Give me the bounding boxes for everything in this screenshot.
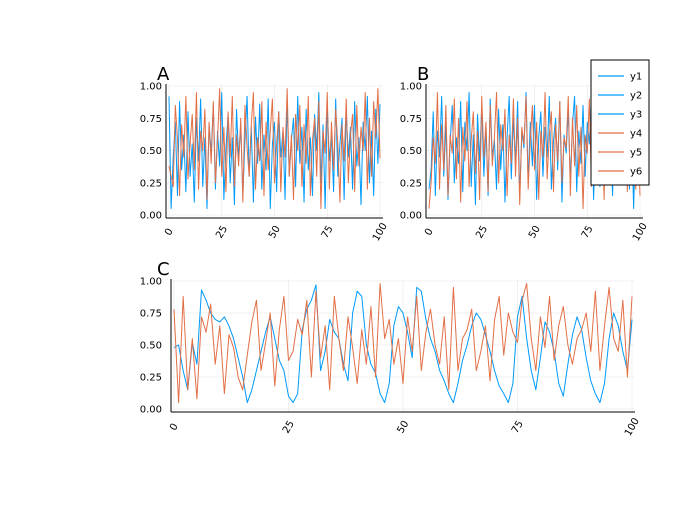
legend-entry-y1: y1 [598, 72, 642, 83]
subplot-a-y-tick-label: 0.25 [140, 178, 162, 189]
subplot-c-title: C [157, 259, 170, 280]
subplot-b-y-tick-label: 0.00 [400, 211, 422, 222]
legend-entry-y5: y5 [598, 148, 642, 159]
legend-entry-y3: y3 [598, 110, 642, 121]
subplot-a-series-y1 [168, 91, 381, 210]
subplot-c-y-tick-label: 1.00 [140, 277, 162, 288]
subplot-c-series-y3 [173, 284, 633, 404]
subplot-b-y-tick-label: 0.50 [400, 146, 422, 157]
subplot-c-x-tick-label: 0 [168, 422, 181, 433]
subplot-a-x-tick-label: 0 [163, 227, 176, 238]
subplot-a-y-tick-label: 0.50 [140, 146, 162, 157]
legend-label: y3 [630, 110, 642, 121]
subplot-c: 0.000.250.500.751.000 25 50 75 100 C [140, 259, 642, 438]
subplot-a-y-tick-label: 0.00 [140, 211, 162, 222]
subplot-b-y-tick-label: 0.75 [400, 114, 422, 125]
subplot-b-x-tick-label: 0 [423, 227, 436, 238]
subplot-a-y-tick-label: 1.00 [140, 82, 162, 93]
legend-entry-y4: y4 [598, 129, 642, 140]
legend-entry-y6: y6 [598, 167, 642, 178]
legend: y1 y2 y3 y4 y5 y6 [590, 59, 650, 186]
subplot-c-y-tick-label: 0.25 [140, 373, 162, 384]
legend-entry-y2: y2 [598, 91, 642, 102]
legend-label: y6 [630, 167, 642, 178]
subplot-c-series-y6 [173, 283, 633, 404]
legend-label: y1 [630, 72, 642, 83]
subplot-a-series-y4 [168, 88, 381, 210]
subplot-c-y-tick-label: 0.00 [140, 405, 162, 416]
subplot-c-y-tick-label: 0.50 [140, 341, 162, 352]
legend-label: y2 [630, 91, 642, 102]
subplot-b-title: B [417, 64, 429, 85]
legend-box [590, 59, 650, 186]
subplot-a-title: A [157, 64, 170, 85]
subplot-c-y-tick-label: 0.75 [140, 309, 162, 320]
subplot-c-plot-area: 0.000.250.500.751.000 25 50 75 100 [140, 277, 642, 439]
subplot-a-y-tick-label: 0.75 [140, 114, 162, 125]
subplot-b-y-tick-label: 0.25 [400, 178, 422, 189]
subplot-b-y-tick-label: 1.00 [400, 82, 422, 93]
legend-label: y5 [630, 148, 642, 159]
legend-label: y4 [630, 129, 642, 140]
